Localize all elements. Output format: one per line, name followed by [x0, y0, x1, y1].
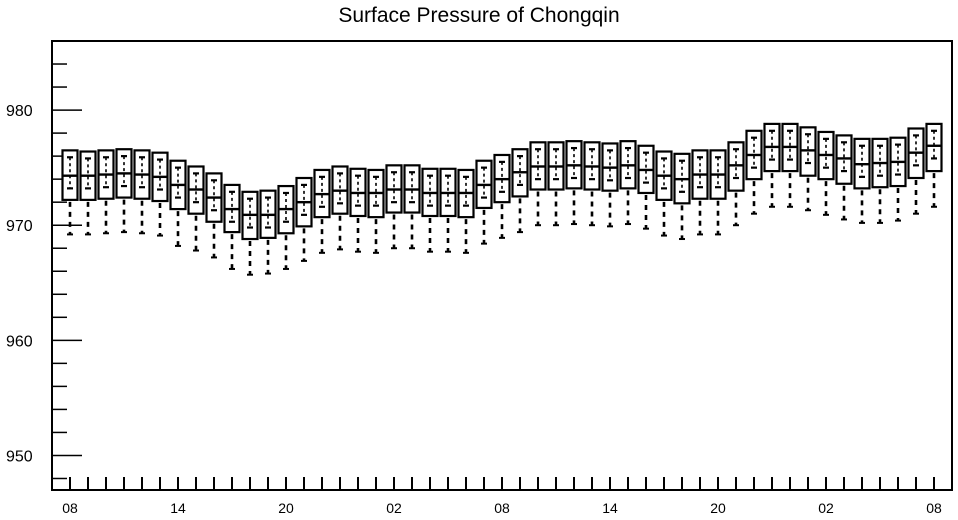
box-48	[925, 122, 943, 208]
box-11	[259, 189, 277, 275]
box-41	[799, 126, 817, 212]
boxes	[61, 122, 943, 276]
box-0	[61, 149, 79, 236]
x-tick-label: 20	[278, 500, 294, 516]
box-32	[637, 144, 655, 230]
box-23	[475, 159, 493, 245]
x-tick-label: 02	[818, 500, 834, 516]
box-12	[277, 184, 295, 270]
box-7	[187, 165, 205, 252]
y-tick-label: 950	[6, 448, 33, 465]
axes: 950 960 970 980 08 14 20 02 08 14 20 02 08	[6, 40, 953, 516]
box-37	[727, 141, 745, 227]
box-42	[817, 130, 835, 216]
box-21	[439, 167, 457, 253]
box-17	[367, 168, 385, 254]
box-29	[583, 141, 601, 227]
box-1	[79, 150, 97, 236]
box-10	[241, 190, 259, 276]
box-46	[889, 136, 907, 222]
y-tick-label: 960	[6, 333, 33, 350]
box-14	[313, 168, 331, 254]
box-24	[493, 153, 511, 239]
box-27	[547, 141, 565, 227]
box-26	[529, 141, 547, 227]
box-5	[151, 151, 169, 237]
x-tick-label: 14	[170, 500, 186, 516]
x-tick-label: 20	[710, 500, 726, 516]
x-tick-label: 08	[494, 500, 510, 516]
box-38	[745, 129, 763, 215]
box-44	[853, 137, 871, 224]
box-19	[403, 164, 421, 250]
box-8	[205, 172, 223, 259]
box-39	[763, 122, 781, 208]
box-body	[925, 122, 943, 173]
y-tick-label: 980	[6, 103, 33, 120]
box-18	[385, 164, 403, 250]
x-tick-label: 08	[62, 500, 78, 516]
x-tick-label: 02	[386, 500, 402, 516]
x-tick-label: 08	[926, 500, 942, 516]
chart-title: Surface Pressure of Chongqin	[338, 4, 620, 27]
box-36	[709, 149, 727, 236]
box-28	[565, 140, 583, 226]
box-34	[673, 152, 691, 241]
box-3	[115, 148, 133, 234]
box-47	[907, 127, 925, 215]
plot-frame	[51, 40, 953, 491]
box-2	[97, 149, 115, 235]
box-33	[655, 150, 673, 237]
y-tick-label: 970	[6, 218, 33, 235]
box-6	[169, 159, 187, 247]
box-31	[619, 140, 637, 226]
x-tick-label: 14	[602, 500, 618, 516]
box-13	[295, 176, 313, 262]
box-40	[781, 122, 799, 208]
box-15	[331, 165, 349, 251]
box-45	[871, 137, 889, 224]
box-4	[133, 149, 151, 235]
box-35	[691, 149, 709, 236]
box-22	[457, 168, 475, 254]
box-25	[511, 148, 529, 234]
box-20	[421, 167, 439, 253]
box-16	[349, 167, 367, 253]
box-9	[223, 183, 241, 270]
box-30	[601, 142, 619, 228]
box-43	[835, 134, 853, 221]
